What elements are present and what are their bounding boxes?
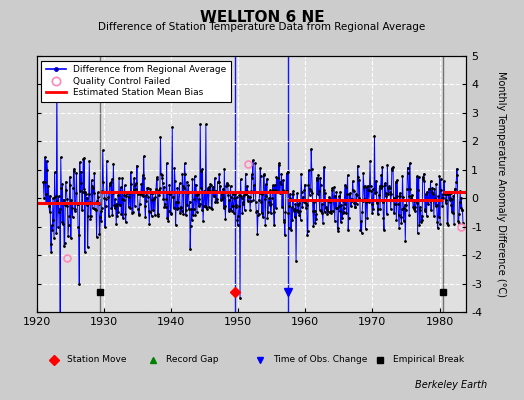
Text: Station Move: Station Move — [67, 356, 126, 364]
Text: Berkeley Earth: Berkeley Earth — [415, 380, 487, 390]
Text: WELLTON 6 NE: WELLTON 6 NE — [200, 10, 324, 25]
Text: Record Gap: Record Gap — [166, 356, 218, 364]
Legend: Difference from Regional Average, Quality Control Failed, Estimated Station Mean: Difference from Regional Average, Qualit… — [41, 60, 231, 102]
Text: Time of Obs. Change: Time of Obs. Change — [273, 356, 367, 364]
Y-axis label: Monthly Temperature Anomaly Difference (°C): Monthly Temperature Anomaly Difference (… — [496, 71, 506, 297]
Text: Difference of Station Temperature Data from Regional Average: Difference of Station Temperature Data f… — [99, 22, 425, 32]
Text: Empirical Break: Empirical Break — [394, 356, 464, 364]
